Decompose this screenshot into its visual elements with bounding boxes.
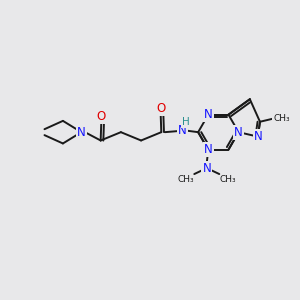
Text: N: N bbox=[204, 108, 213, 121]
Text: N: N bbox=[254, 130, 262, 143]
Text: O: O bbox=[156, 102, 165, 115]
Text: N: N bbox=[204, 143, 213, 156]
Text: N: N bbox=[178, 124, 187, 137]
Text: O: O bbox=[97, 110, 106, 123]
Text: CH₃: CH₃ bbox=[273, 114, 290, 123]
Text: CH₃: CH₃ bbox=[219, 176, 236, 184]
Text: H: H bbox=[182, 117, 190, 128]
Text: N: N bbox=[77, 126, 86, 139]
Text: N: N bbox=[202, 162, 211, 175]
Text: N: N bbox=[234, 126, 243, 139]
Text: CH₃: CH₃ bbox=[178, 176, 194, 184]
